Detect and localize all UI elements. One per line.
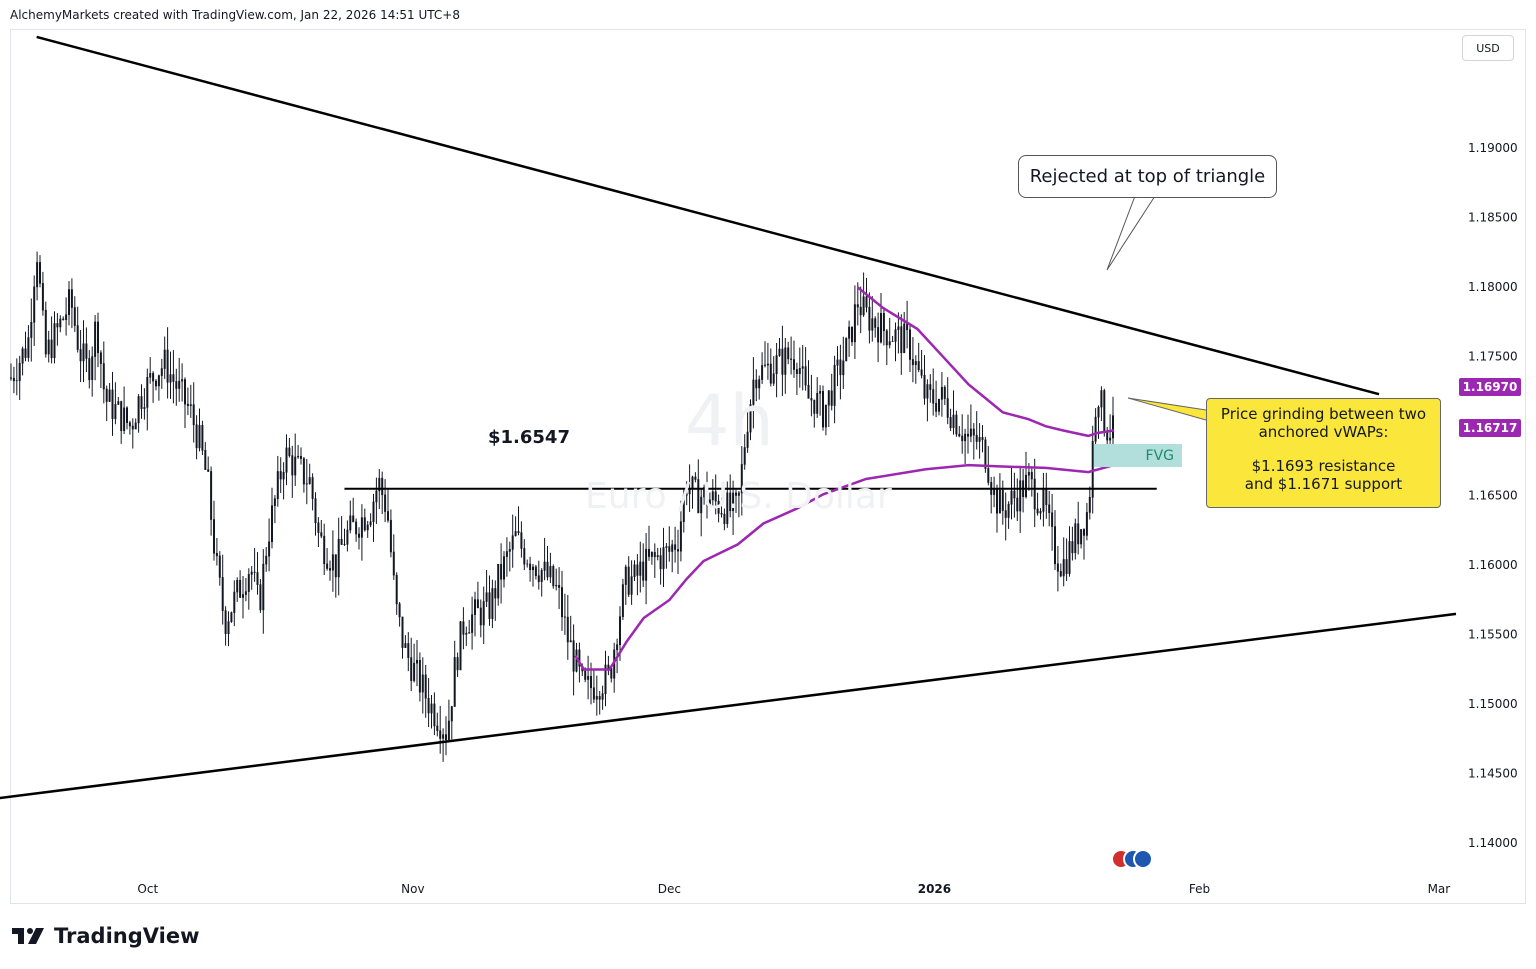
y-tick-label: 1.15000 — [1468, 697, 1518, 711]
interval-watermark: 4h — [685, 380, 774, 462]
vwap-note: Price grinding between two anchored vWAP… — [1206, 398, 1441, 508]
y-tick-label: 1.17500 — [1468, 350, 1518, 364]
y-tick-label: 1.14500 — [1468, 767, 1518, 781]
y-tick-label: 1.15500 — [1468, 628, 1518, 642]
x-tick-label: Nov — [401, 882, 424, 896]
fvg-zone: FVG — [1094, 444, 1182, 467]
tradingview-logo-icon — [12, 926, 48, 946]
trendline-upper — [37, 37, 1379, 394]
y-tick-label: 1.19000 — [1468, 141, 1518, 155]
note-line-2: anchored vWAPs: — [1215, 423, 1432, 441]
trendline-lower — [0, 614, 1456, 809]
note-line-5: and $1.1671 support — [1215, 475, 1432, 493]
x-tick-label: Mar — [1428, 882, 1451, 896]
x-tick-label: Feb — [1189, 882, 1210, 896]
vwap-resistance-price-tag: 1.16970 — [1459, 378, 1521, 396]
note-line-4: $1.1693 resistance — [1215, 457, 1432, 475]
y-tick-label: 1.16500 — [1468, 489, 1518, 503]
x-tick-label: 2026 — [918, 882, 951, 896]
vwap-support-price-tag: 1.16717 — [1459, 419, 1521, 437]
axes-group: 1.14000 1.14500 1.15000 1.15500 1.16000 1.165… — [137, 141, 1517, 896]
x-tick-label: Dec — [658, 882, 681, 896]
event-flag-icon — [1134, 850, 1152, 868]
note-pointer — [1128, 398, 1206, 420]
y-tick-label: 1.16000 — [1468, 558, 1518, 572]
candles-group — [11, 252, 1113, 762]
tradingview-logo[interactable]: TradingView — [12, 924, 199, 948]
vwap-resistance — [858, 287, 1115, 436]
currency-selector[interactable]: USD — [1462, 35, 1514, 61]
y-tick-label: 1.18000 — [1468, 280, 1518, 294]
callout-pointer — [1107, 196, 1155, 270]
rejection-callout: Rejected at top of triangle — [1018, 155, 1277, 198]
symbol-watermark: Euro / U.S. Dollar — [585, 476, 892, 517]
note-line-1: Price grinding between two — [1215, 405, 1432, 423]
note-line-3 — [1215, 441, 1432, 457]
level-label: $1.6547 — [488, 427, 570, 448]
x-tick-label: Oct — [137, 882, 158, 896]
tradingview-brand: TradingView — [54, 924, 199, 948]
y-tick-label: 1.18500 — [1468, 211, 1518, 225]
y-tick-label: 1.14000 — [1468, 836, 1518, 850]
